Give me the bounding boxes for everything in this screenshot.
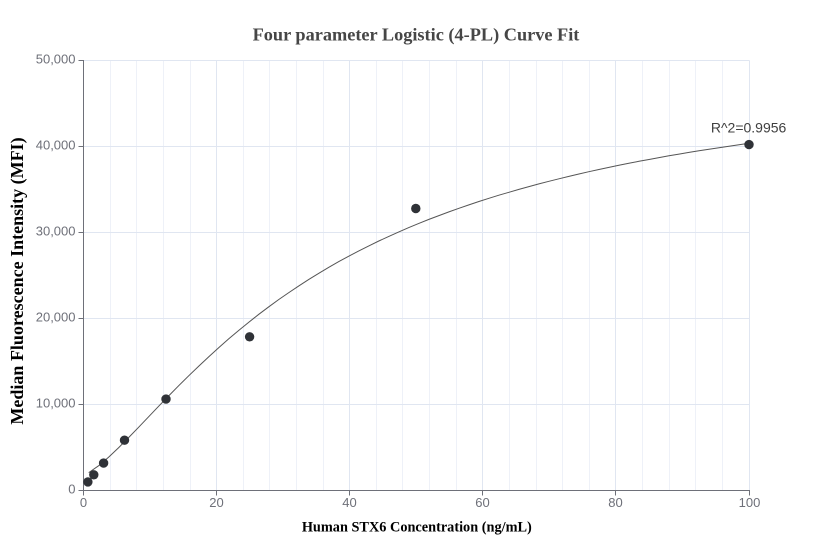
svg-text:60: 60	[475, 495, 489, 510]
svg-text:40: 40	[342, 495, 356, 510]
svg-text:20: 20	[209, 495, 223, 510]
svg-text:40,000: 40,000	[36, 138, 76, 153]
svg-text:Human STX6 Concentration (ng/m: Human STX6 Concentration (ng/mL)	[302, 520, 532, 536]
svg-text:10,000: 10,000	[36, 396, 76, 411]
svg-text:80: 80	[608, 495, 622, 510]
svg-text:Median Fluorescence Intensity: Median Fluorescence Intensity (MFI)	[7, 137, 28, 424]
svg-text:0: 0	[68, 482, 75, 497]
svg-text:R^2=0.9956: R^2=0.9956	[711, 120, 787, 136]
svg-text:0: 0	[80, 495, 87, 510]
svg-text:20,000: 20,000	[36, 310, 76, 325]
svg-text:100: 100	[739, 495, 761, 510]
svg-text:50,000: 50,000	[36, 52, 76, 67]
svg-text:Four parameter Logistic (4-PL): Four parameter Logistic (4-PL) Curve Fit	[253, 25, 580, 46]
svg-text:30,000: 30,000	[36, 224, 76, 239]
